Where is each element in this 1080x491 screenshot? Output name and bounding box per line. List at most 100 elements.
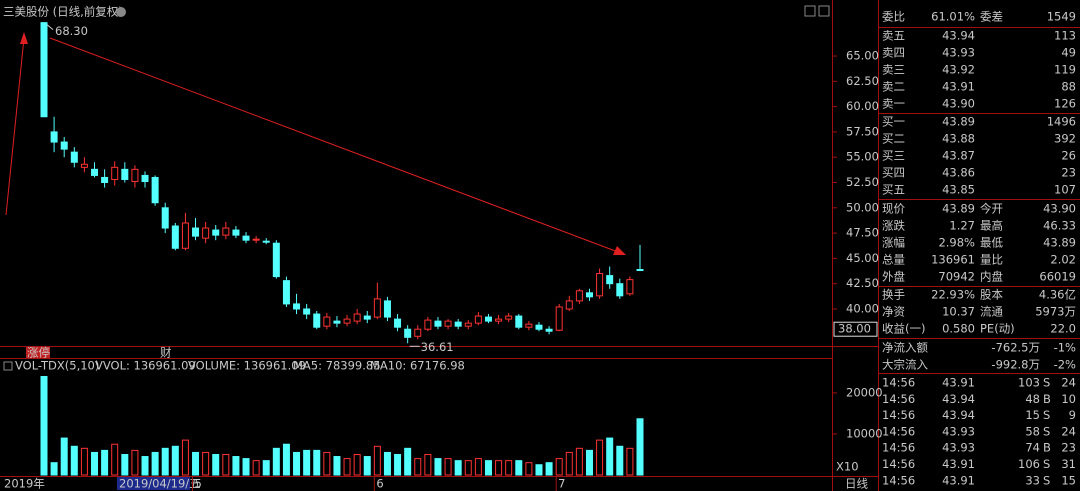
panel-text: 22.93% [931,288,975,302]
panel-text: 43.90 [1043,202,1076,216]
candle-body [434,320,442,327]
cursor-date-box [117,477,190,490]
volume-bar [70,445,78,476]
candle-body [383,300,391,318]
legend-icon [3,361,13,371]
annotation-arrow [5,37,25,216]
vol-tick-label: 20000 [846,385,883,399]
panel-text: 15 [1061,473,1076,487]
y-tick-label: 45.00 [846,251,879,265]
window-button[interactable] [804,5,816,17]
candle-body [525,323,533,328]
candle-body [343,318,351,324]
volume-bar [40,376,48,476]
panel-text: 24 [1061,424,1076,438]
candle-body [474,315,482,324]
volume-bar [272,447,280,476]
volume-bar [383,451,391,476]
x-label: 7 [558,477,565,491]
panel-text: 88 [1061,80,1076,94]
candle-body [606,275,614,285]
volume-bar [404,447,412,476]
volume-bar [151,451,159,476]
panel-text: B [1043,441,1051,455]
volume-bar [343,458,351,476]
candle-body [222,227,230,236]
volume-bar [141,456,149,476]
panel-text: -992.8万 [991,358,1040,372]
panel-text: 43.93 [942,424,975,438]
title-icon[interactable] [116,7,126,17]
candle-body [313,313,321,328]
tag-finance: 财 [160,346,172,360]
candle-body [394,318,402,328]
y-tick-label: 65.00 [846,49,879,63]
candle-body [70,151,78,163]
candle-body [272,242,280,278]
volume-bar [474,458,482,476]
panel-text: -762.5万 [991,341,1040,355]
panel-text: 43.89 [942,115,975,129]
volume-bar [60,437,68,476]
panel-text: 43.86 [942,166,975,180]
high-note: 68.30 [55,24,88,38]
candle-body [192,227,200,237]
volume-bar [232,456,240,476]
panel-text: 126 [1054,97,1076,111]
panel-text: 136961 [931,253,975,267]
panel-text: 392 [1054,132,1076,146]
panel-text: 量比 [980,253,1003,267]
volume-bar [626,447,634,476]
panel-text: 43.91 [942,457,975,471]
panel-text: 委差 [980,10,1003,24]
volume-bar [464,460,472,476]
candle-body [121,168,129,180]
volume-bar [91,451,99,476]
panel-text: 2.98% [938,236,975,250]
y-tick-label: 50.00 [846,200,879,214]
volume-bar [242,458,250,476]
y-tick-label: 40.00 [846,301,879,315]
candle-body [242,235,250,241]
volume-bar [373,445,381,476]
panel-text: 涨跌 [882,219,905,233]
vol-unit: X10 [836,460,859,474]
panel-text: 33 [1025,473,1040,487]
y-tick-label: 57.50 [846,124,879,138]
volume-bar [293,451,301,476]
candle-body [565,300,573,310]
y-tick-label: 55.00 [846,150,879,164]
candle-body [40,22,48,118]
candle-body [161,207,169,229]
volume-bar [192,451,200,476]
legend-item: VVOL: 136961.09 [95,359,196,373]
candle-body [50,131,58,143]
candle-body [262,240,270,243]
panel-text: 1496 [1047,115,1076,129]
panel-text: 今开 [980,202,1003,216]
panel-text: 43.91 [942,473,975,487]
window-button[interactable] [818,5,830,17]
volume-bar [535,464,543,476]
panel-text: S [1043,424,1050,438]
panel-text: 58 [1025,424,1040,438]
cursor-price-box [833,321,878,337]
panel-text: 43.93 [942,46,975,60]
volume-bar [212,453,220,476]
candle-body [323,316,331,327]
panel-text: 卖四 [882,46,905,60]
volume-bar [585,449,593,476]
period-label: 日线 [845,477,868,491]
panel-text: 9 [1069,408,1076,422]
y-tick-label: 60.00 [846,99,879,113]
annotation-arrow [49,37,619,253]
volume-bar [111,443,119,476]
panel-text: 43.94 [942,408,975,422]
cursor-price-label: 38.00 [838,322,871,336]
panel-text: 现价 [882,202,905,216]
volume-bar [545,462,553,476]
volume-bar [515,460,523,476]
panel-text: 43.91 [942,80,975,94]
panel-text: 股本 [980,288,1003,302]
volume-bar [394,453,402,476]
